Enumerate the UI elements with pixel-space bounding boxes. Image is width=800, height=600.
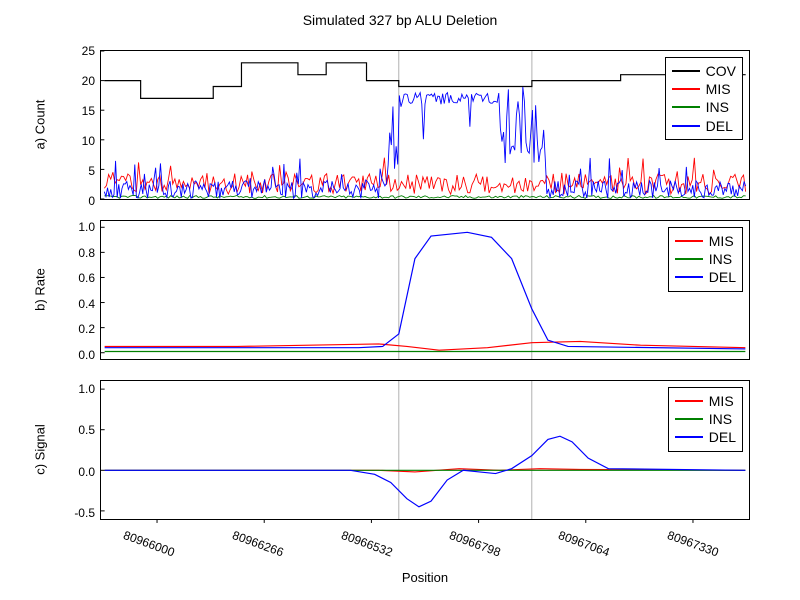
y-tick: 10 — [82, 134, 101, 148]
y-tick: 1.0 — [78, 382, 101, 396]
y-tick: 25 — [82, 44, 101, 58]
x-tick: 80966266 — [230, 528, 285, 559]
legend-entry: INS — [675, 410, 736, 428]
y-tick: 0.0 — [78, 348, 101, 362]
legend-swatch — [675, 418, 703, 420]
legend-swatch — [672, 70, 700, 72]
legend-entry: DEL — [675, 428, 736, 446]
y-tick: 0.5 — [78, 423, 101, 437]
legend-swatch — [675, 436, 703, 438]
y-tick: 20 — [82, 74, 101, 88]
legend-swatch — [675, 258, 703, 260]
x-tick: 80966000 — [122, 528, 177, 559]
x-axis-label: Position — [100, 570, 750, 585]
panel-rate: MISINSDEL 0.00.20.40.60.81.0 — [100, 220, 750, 360]
legend-swatch — [675, 240, 703, 242]
figure: Simulated 327 bp ALU Deletion COVMISINSD… — [0, 0, 800, 600]
legend-entry: COV — [672, 62, 736, 80]
panel-count-ylabel: a) Count — [33, 65, 48, 185]
y-tick: 0.6 — [78, 271, 101, 285]
panel-signal-plot — [101, 381, 749, 519]
x-tick: 80967330 — [665, 528, 720, 559]
legend-label: INS — [709, 410, 732, 428]
y-tick: 5 — [88, 164, 101, 178]
y-tick: 0 — [88, 194, 101, 208]
legend-label: MIS — [706, 80, 731, 98]
legend-entry: INS — [672, 98, 736, 116]
legend-label: DEL — [709, 428, 736, 446]
panel-count: COVMISINSDEL 0510152025 — [100, 50, 750, 200]
y-tick: 0.4 — [78, 297, 101, 311]
panel-count-legend: COVMISINSDEL — [665, 57, 743, 140]
panel-rate-ylabel: b) Rate — [33, 230, 48, 350]
x-tick: 80966798 — [448, 528, 503, 559]
y-tick: -0.5 — [74, 506, 101, 520]
legend-label: DEL — [706, 117, 733, 135]
legend-entry: DEL — [672, 117, 736, 135]
legend-label: INS — [706, 98, 729, 116]
legend-entry: DEL — [675, 268, 736, 286]
panel-count-plot — [101, 51, 749, 199]
panel-signal: MISINSDEL -0.50.00.51.0 — [100, 380, 750, 520]
legend-label: MIS — [709, 392, 734, 410]
y-tick: 15 — [82, 104, 101, 118]
panel-rate-legend: MISINSDEL — [668, 227, 743, 292]
legend-entry: MIS — [675, 392, 736, 410]
legend-label: COV — [706, 62, 736, 80]
y-tick: 0.8 — [78, 246, 101, 260]
legend-swatch — [675, 276, 703, 278]
legend-swatch — [672, 88, 700, 90]
figure-title: Simulated 327 bp ALU Deletion — [0, 12, 800, 28]
legend-entry: MIS — [675, 232, 736, 250]
y-tick: 1.0 — [78, 220, 101, 234]
legend-label: INS — [709, 250, 732, 268]
y-tick: 0.0 — [78, 465, 101, 479]
legend-label: MIS — [709, 232, 734, 250]
legend-entry: MIS — [672, 80, 736, 98]
x-tick: 80967064 — [557, 528, 612, 559]
panel-signal-ylabel: c) Signal — [33, 390, 48, 510]
panel-rate-plot — [101, 221, 749, 359]
legend-label: DEL — [709, 268, 736, 286]
legend-swatch — [672, 125, 700, 127]
legend-swatch — [672, 106, 700, 108]
x-tick: 80966532 — [339, 528, 394, 559]
panel-signal-legend: MISINSDEL — [668, 387, 743, 452]
y-tick: 0.2 — [78, 322, 101, 336]
legend-swatch — [675, 400, 703, 402]
legend-entry: INS — [675, 250, 736, 268]
